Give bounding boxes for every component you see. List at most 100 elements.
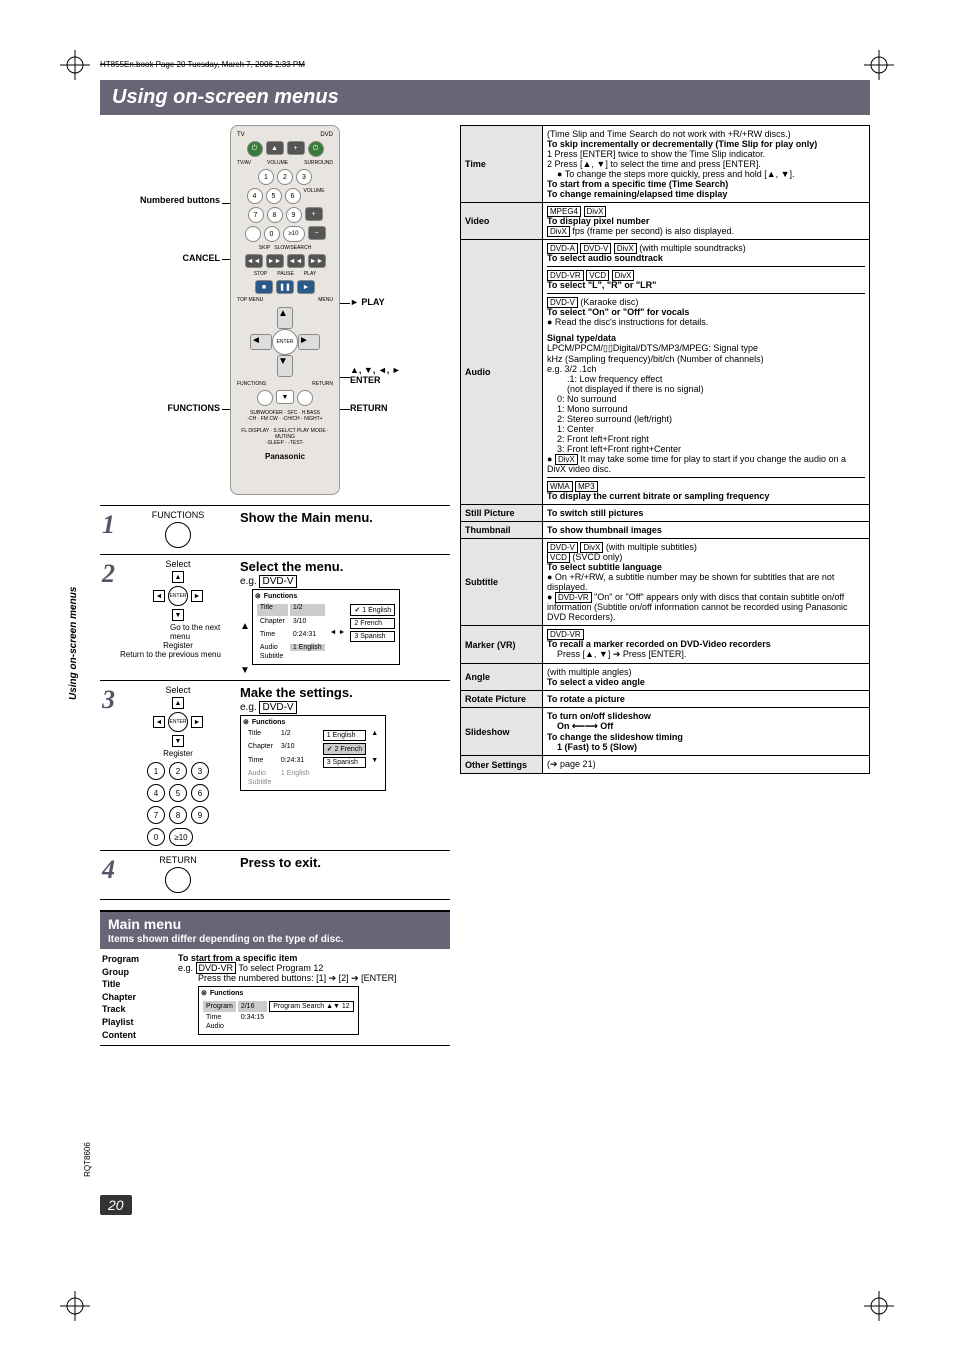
ref-row-body: DVD-VR To recall a marker recorded on DV…: [543, 626, 870, 664]
ref-row-body: (Time Slip and Time Search do not work w…: [543, 126, 870, 203]
step-register-label: Register: [120, 641, 236, 650]
step-title: Select the menu.: [240, 559, 448, 574]
tv-av-button: ▲: [266, 141, 284, 155]
vol-up-button: +: [287, 141, 305, 155]
main-menu-instruction: Press the numbered buttons: [1] ➔ [2] ➔ …: [198, 973, 448, 984]
crop-mark-icon: [60, 50, 90, 80]
num-0-button: 0: [264, 226, 280, 242]
num-1-button: 1: [258, 169, 274, 185]
disc-icon: ⊚: [243, 718, 249, 726]
step-col2-label: FUNCTIONS: [120, 510, 236, 520]
remote-diagram: Numbered buttons CANCEL FUNCTIONS ► PLAY…: [100, 125, 450, 505]
callout-play: ► PLAY: [350, 297, 385, 307]
main-menu-eg: e.g.: [178, 963, 193, 973]
return-button: [297, 390, 313, 406]
ref-row-label: Subtitle: [461, 539, 543, 626]
step-eg: e.g.: [240, 576, 257, 587]
stop-button: ■: [255, 280, 273, 294]
ref-row-label: Video: [461, 203, 543, 240]
num-8-button: 8: [267, 207, 283, 223]
step-return-label: Return to the previous menu: [120, 650, 236, 659]
num-6-button: 6: [285, 188, 301, 204]
osd-panel: ⊚Functions Title1/21 English▲ Chapter3/1…: [240, 715, 386, 791]
ref-row-body: To show thumbnail images: [543, 522, 870, 539]
osd-panel: ⊚Functions Program2/16Program Search ▲▼ …: [198, 986, 359, 1035]
main-menu-title: Main menu: [108, 916, 442, 932]
vol-minus-button: −: [308, 226, 326, 240]
step-number: 4: [100, 851, 118, 900]
num-9-button: 9: [286, 207, 302, 223]
num-3-button: 3: [296, 169, 312, 185]
step-goto-label: Go to the next menu: [170, 623, 236, 641]
ref-row-label: Still Picture: [461, 505, 543, 522]
reference-table: Time(Time Slip and Time Search do not wo…: [460, 125, 870, 774]
dpad: ▲ ▼ ◄ ► ENTER: [250, 307, 320, 377]
ref-row-body: To switch still pictures: [543, 505, 870, 522]
num-7-button: 7: [248, 207, 264, 223]
num-2-button: 2: [277, 169, 293, 185]
ref-row-body: DVD-V DivX (with multiple subtitles)VCD …: [543, 539, 870, 626]
step-number: 1: [100, 506, 118, 555]
ref-row-label: Audio: [461, 240, 543, 505]
header-runner: HT855En.book Page 20 Tuesday, March 7, 2…: [100, 60, 305, 69]
step-title: Make the settings.: [240, 685, 448, 700]
model-number: RQT8606: [83, 1142, 92, 1177]
ref-row-body: (with multiple angles)To select a video …: [543, 664, 870, 691]
main-menu-eg-text: To select Program 12: [238, 963, 323, 973]
return-round-icon: [165, 867, 191, 893]
ref-row-label: Thumbnail: [461, 522, 543, 539]
ref-row-body: (➔ page 21): [543, 756, 870, 774]
step-number: 2: [100, 555, 118, 681]
main-menu-left-list: Program Group Title Chapter Track Playli…: [102, 953, 172, 1041]
skip-prev-button: ◄◄: [245, 254, 263, 268]
ref-row-label: Rotate Picture: [461, 691, 543, 708]
step-eg: e.g.: [240, 702, 257, 713]
cancel-button: [245, 226, 261, 242]
remote-body: TV DVD ⏻ ▲ + ⏻ TV/AVVOLUMESURROUND 1 2: [230, 125, 340, 495]
disc-icon: ⊚: [255, 592, 261, 600]
step-number: 3: [100, 681, 118, 851]
step-title: Press to exit.: [240, 855, 448, 870]
callout-functions: FUNCTIONS: [100, 403, 220, 413]
down-arrow-icon: ▼: [240, 665, 250, 676]
setup-down-button: ▼: [276, 390, 294, 404]
ref-row-label: Other Settings: [461, 756, 543, 774]
ref-row-label: Time: [461, 126, 543, 203]
up-arrow-icon: ▲: [240, 621, 250, 632]
main-menu-subtitle: Items shown differ depending on the type…: [108, 934, 442, 945]
disc-tag: DivX: [547, 226, 570, 237]
ref-row-body: MPEG4 DivX To display pixel numberDivX f…: [543, 203, 870, 240]
vol-plus-button: +: [305, 207, 323, 221]
page-number: 20: [100, 1195, 132, 1215]
callout-cancel: CANCEL: [100, 253, 220, 263]
disc-tag: DVD-V: [259, 575, 296, 588]
ff-button: ►►: [308, 254, 326, 268]
step-col2-label: RETURN: [120, 855, 236, 865]
num-5-button: 5: [266, 188, 282, 204]
step-register-label: Register: [120, 749, 236, 758]
power-tv-icon: ⏻: [247, 141, 263, 157]
crop-mark-icon: [864, 1291, 894, 1321]
numpad-icon: 123 456 789 0≥10: [120, 762, 236, 846]
side-section-label: Using on-screen menus: [68, 587, 79, 700]
disc-tag: DVD-V: [259, 701, 296, 714]
main-menu-panel: Main menu Items shown differ depending o…: [100, 910, 450, 1046]
dpad-icon: ▲▼◄► ENTER: [153, 697, 203, 747]
brand-label: Panasonic: [237, 452, 333, 461]
dpad-icon: ▲▼◄► ENTER: [153, 571, 203, 621]
ref-row-label: Marker (VR): [461, 626, 543, 664]
functions-button: [257, 390, 273, 406]
ref-row-body: To turn on/off slideshowOn ⟵⟶ OffTo chan…: [543, 708, 870, 756]
pause-button: ❚❚: [276, 280, 294, 294]
callout-return: RETURN: [350, 403, 388, 413]
page-title: Using on-screen menus: [100, 80, 870, 115]
play-button: ►: [297, 280, 315, 294]
ref-row-body: To rotate a picture: [543, 691, 870, 708]
callout-numbered-buttons: Numbered buttons: [100, 195, 220, 205]
steps-table: 1 FUNCTIONS Show the Main menu. 2 Select: [100, 505, 450, 900]
callout-enter: ▲, ▼, ◄, ► ENTER: [350, 365, 401, 385]
num-ge10-button: ≥10: [283, 226, 305, 242]
crop-mark-icon: [60, 1291, 90, 1321]
crop-mark-icon: [864, 50, 894, 80]
step-select-label: Select: [120, 685, 236, 695]
